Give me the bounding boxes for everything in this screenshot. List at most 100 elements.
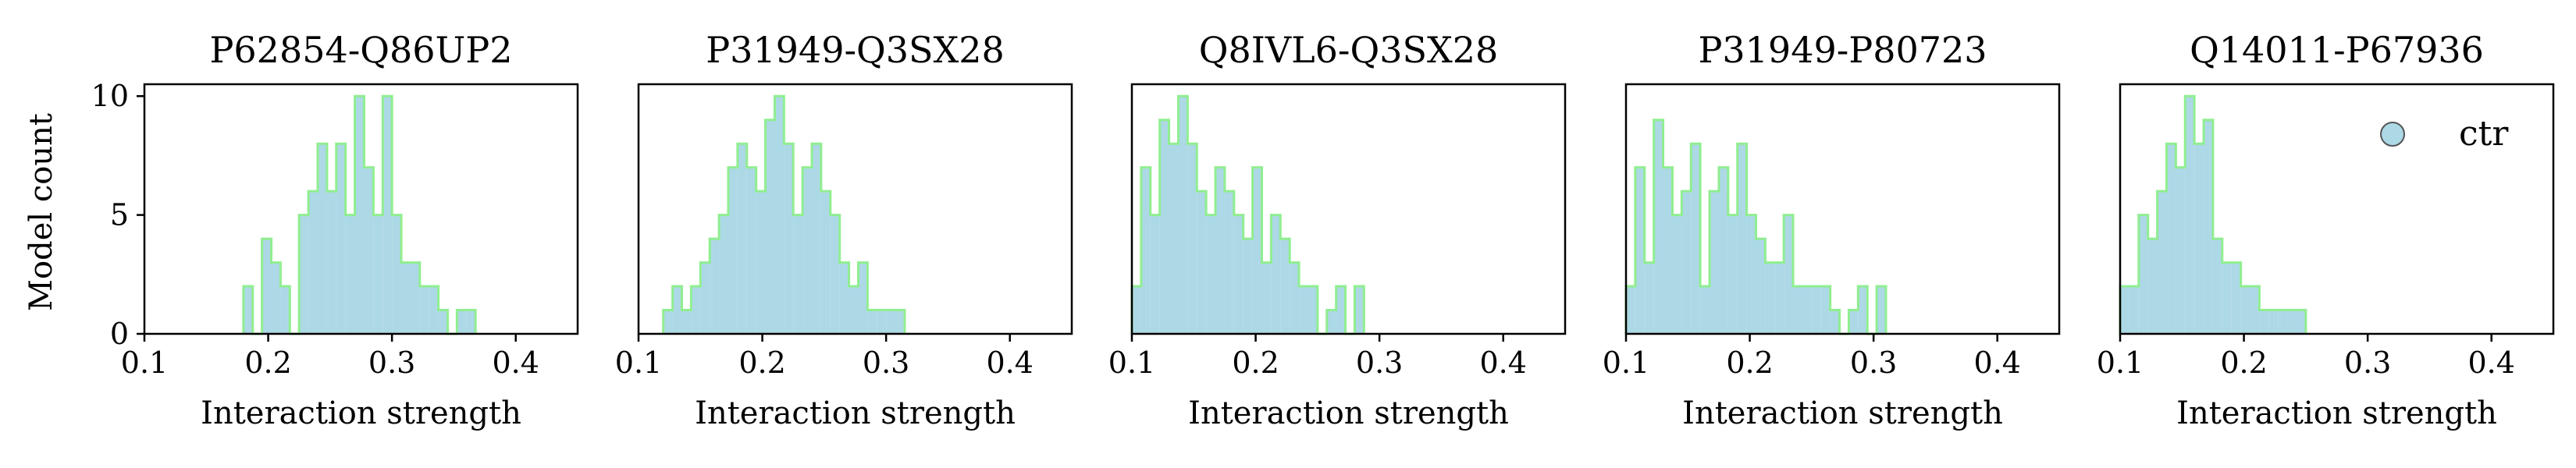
histogram-bar [308, 191, 318, 334]
histogram-bar [1178, 96, 1188, 335]
histogram-bar [1336, 286, 1346, 334]
histogram-outline [662, 94, 906, 334]
histogram-bar [1820, 286, 1831, 334]
x-tick-label: 0.2 [2220, 346, 2267, 380]
panel-title: P62854-Q86UP2 [209, 29, 512, 71]
histogram-bar [1802, 286, 1812, 334]
panel-title: Q8IVL6-Q3SX28 [1199, 29, 1499, 71]
histogram-bar [1737, 144, 1747, 334]
histogram-bar [1233, 214, 1244, 334]
x-tick-label: 0.3 [2344, 346, 2391, 380]
histogram-bar [2222, 262, 2232, 334]
histogram-bar [354, 96, 365, 335]
histogram-bar [672, 286, 682, 334]
histogram-bar [345, 214, 355, 334]
legend: ctr [2380, 114, 2509, 154]
histogram-bar [1858, 286, 1868, 334]
y-axis-label: Model count [23, 113, 59, 311]
histogram-bar [1635, 167, 1645, 334]
histogram-bar [1326, 310, 1336, 334]
histogram-bar [2212, 239, 2222, 334]
histogram-bar [1663, 167, 1673, 334]
x-tick-label: 0.2 [738, 346, 785, 380]
histogram-bar [1746, 214, 1756, 334]
histogram-bar [820, 191, 831, 334]
histogram-bar [2194, 144, 2204, 334]
histogram-bar [812, 144, 821, 334]
axes-frame [637, 83, 1073, 335]
legend-label: ctr [2459, 114, 2509, 154]
histogram-bar [1299, 286, 1308, 334]
x-tick-label: 0.4 [1973, 346, 2020, 380]
x-tick-label: 0.1 [2097, 346, 2144, 380]
x-axis-label: Interaction strength [1188, 395, 1509, 431]
histogram-bar [280, 286, 290, 334]
histogram-bar [336, 144, 346, 334]
histogram-bar [886, 310, 896, 334]
histogram-bar [765, 119, 775, 334]
histogram-bar [410, 262, 420, 334]
histogram-bar [1206, 214, 1216, 334]
histogram-bar [1710, 191, 1719, 334]
histogram-panel: P31949-P80723 0.1 0.2 0.3 0.4 Interaction str… [1603, 29, 2061, 431]
histogram-bar [839, 262, 849, 334]
axes-frame [2119, 83, 2555, 335]
histogram-bar [1215, 167, 1225, 334]
x-tick-label: 0.3 [1850, 346, 1897, 380]
histogram-bar [1150, 214, 1160, 334]
histogram-panel: P62854-Q86UP2 0.1 0.2 0.3 0.4 0 5 10 Interaction… [91, 29, 579, 431]
axes-frame [1130, 83, 1567, 335]
x-tick-label: 0.1 [1603, 346, 1649, 380]
histogram-bar [858, 262, 868, 334]
x-tick-label: 0.3 [368, 346, 415, 380]
histogram-bar [1765, 262, 1775, 334]
x-tick-label: 0.3 [1356, 346, 1403, 380]
histogram-bar [401, 262, 411, 334]
histogram-bar [2185, 96, 2195, 335]
histogram-bar [466, 310, 476, 334]
histogram-bar [438, 310, 448, 334]
histogram-bar [1140, 167, 1151, 334]
histogram-bar [262, 239, 272, 334]
histogram-bar [1653, 119, 1663, 334]
x-axis-label: Interaction strength [695, 395, 1016, 431]
panel-title: Q14011-P67936 [2190, 29, 2484, 71]
histogram-bar [1700, 286, 1710, 334]
histogram-bar [784, 144, 794, 334]
histogram-bar [1197, 191, 1207, 334]
histogram-bar [318, 144, 327, 334]
histogram-bar [793, 214, 803, 334]
histogram-bar [1252, 167, 1262, 334]
histogram-bar [1187, 144, 1197, 334]
x-tick-label: 0.3 [863, 346, 909, 380]
histogram-bar [373, 214, 383, 334]
axes-frame [1624, 83, 2061, 335]
histogram-bar [382, 96, 393, 335]
histogram-bar [299, 214, 309, 334]
histogram-bar [2240, 286, 2250, 334]
histogram-bar [1718, 167, 1728, 334]
histogram-bar [1224, 191, 1234, 334]
histogram-bar [1169, 144, 1179, 334]
histogram-bar [271, 262, 281, 334]
histogram-bar [2129, 286, 2139, 334]
x-axis-label: Interaction strength [201, 395, 521, 431]
histogram-bar [737, 144, 747, 334]
histogram-bar [849, 286, 859, 334]
histogram-bar [877, 310, 887, 334]
histogram-bar [691, 286, 701, 334]
histogram-bar [2259, 310, 2269, 334]
x-tick-label: 0.1 [615, 346, 662, 380]
x-tick-label: 0.4 [2467, 346, 2514, 380]
histogram-bar [2138, 214, 2148, 334]
histogram-bar [2278, 310, 2288, 334]
histogram-bar [728, 167, 738, 334]
histogram-panel: Q8IVL6-Q3SX28 0.1 0.2 0.3 0.4 Interaction str… [1108, 29, 1567, 431]
histogram-bar [1681, 191, 1692, 334]
histogram-bar [895, 310, 905, 334]
histogram-bar [364, 167, 374, 334]
histogram-bar [1280, 239, 1290, 334]
histogram-bar [1877, 286, 1886, 334]
histogram-bar [774, 96, 785, 335]
